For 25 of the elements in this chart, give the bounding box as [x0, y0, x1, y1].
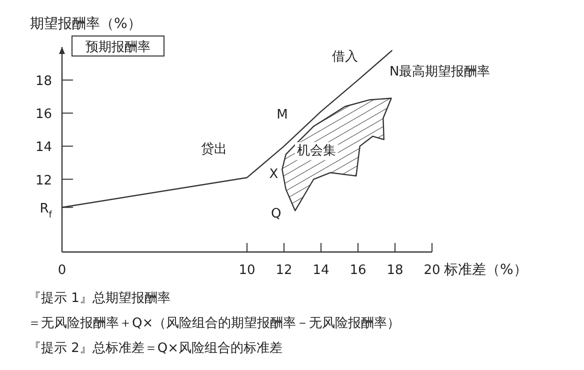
- x-tick-label: 12: [276, 263, 292, 278]
- x-tick-label: 18: [386, 263, 404, 278]
- text: 『提示 2』总标准差＝Q×风险组合的标准差: [28, 341, 283, 356]
- x-tick-label: 0: [58, 263, 66, 278]
- annotation: 机会集: [296, 144, 336, 159]
- x-tick-label: 16: [350, 263, 366, 278]
- text: ＝无风险报酬率＋Q×（风险组合的期望报酬率－无风险报酬率）: [28, 315, 400, 331]
- annotation: X: [269, 166, 278, 182]
- y-tick-label: 14: [35, 140, 52, 156]
- y-tick-label: 16: [35, 107, 52, 122]
- annotation: Q: [271, 206, 282, 222]
- y-tick-label: 12: [35, 173, 52, 188]
- text: 『提示 1』总期望报酬率: [28, 290, 170, 306]
- annotation: N最高期望报酬率: [389, 63, 490, 80]
- y-axis-title: 期望报酬率（%）: [30, 16, 142, 32]
- x-tick-label: 10: [238, 263, 256, 278]
- annotation: 预期报酬率: [86, 39, 150, 55]
- y-tick-label: 18: [35, 74, 52, 90]
- annotation: M: [276, 107, 288, 122]
- annotation: 借入: [332, 49, 358, 64]
- x-tick-label: 14: [312, 263, 330, 278]
- y-tick-label: R$_{f}$: [40, 201, 53, 220]
- annotation: 贷出: [200, 142, 227, 158]
- x-tick-label: 20: [424, 263, 440, 278]
- x-axis-title: 标准差（%）: [443, 262, 528, 278]
